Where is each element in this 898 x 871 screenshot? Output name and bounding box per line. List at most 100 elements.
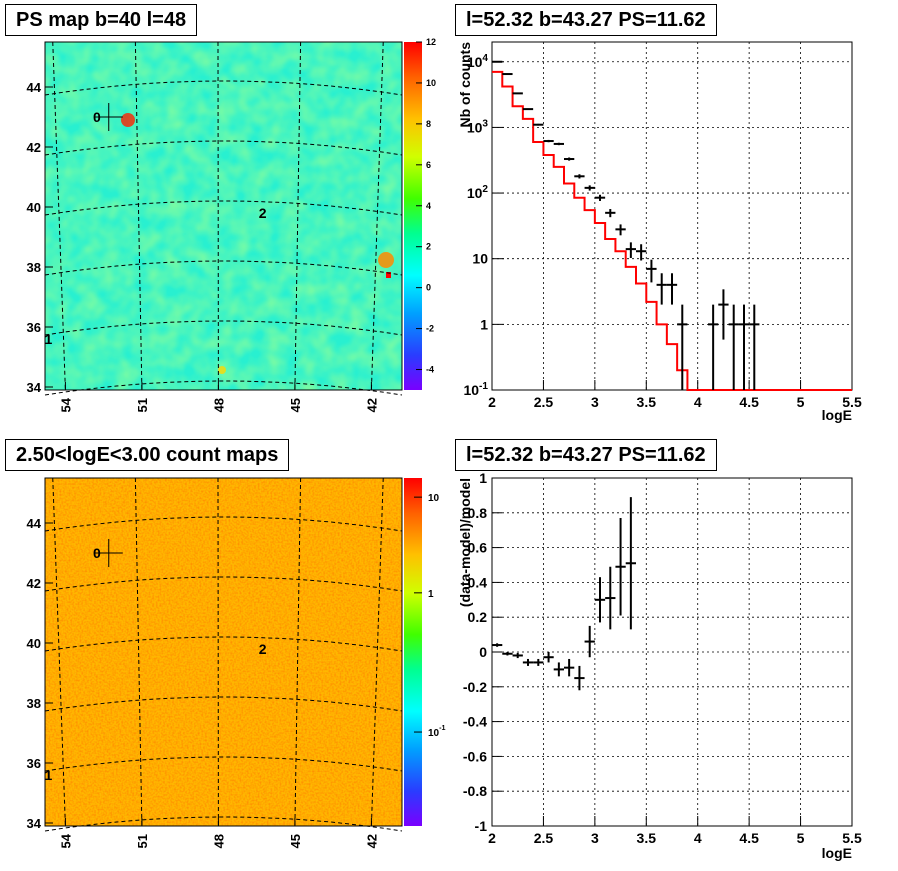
spectrum-data-point (656, 273, 667, 305)
latitude-grid-line (44, 816, 403, 832)
spectrum-plot-area (491, 41, 853, 391)
colorbar-tick-label: 6 (426, 160, 431, 170)
latitude-grid-line (44, 636, 403, 652)
count-map-colorbar-ticks: 10-1 1 10 (414, 493, 446, 739)
ps-map-sources: 0 2 1 (45, 103, 267, 347)
spectrum-data-point (543, 139, 554, 143)
spectrum-data-point (584, 185, 595, 191)
x-tick-label: 5 (797, 830, 805, 846)
y-tick-label: 1 (479, 470, 487, 486)
colorbar-tick-label: -4 (426, 365, 434, 375)
latitude-grid-line (44, 260, 403, 276)
ps-map-colorbar-ticks: -4 -2 0 2 4 6 8 10 12 (416, 37, 436, 375)
y-tick-label: 102 (467, 184, 489, 201)
colorbar-tick-label: 8 (426, 119, 431, 129)
y-tick-label: 103 (467, 118, 489, 135)
longitude-grid-line (294, 477, 302, 827)
x-tick-label: 3.5 (637, 394, 657, 410)
spectrum-axes: 2 2.5 3 3.5 4 4.5 5 5.5 10-1 1 10 102 103 104 (463, 53, 861, 410)
y-tick-label: 36 (27, 320, 41, 335)
ps-map-frame (44, 41, 403, 391)
count-map-green-texture (45, 478, 402, 826)
spectrum-xlabel: logE (822, 407, 852, 423)
latitude-grid-line (44, 80, 403, 96)
source-label: 0 (93, 545, 101, 561)
x-tick-label: 2 (488, 394, 496, 410)
x-tick-label: 5.5 (842, 394, 862, 410)
spectrum-panel: 2 2.5 3 3.5 4 4.5 5 5.5 10-1 1 10 102 103 104 logE Nb… (457, 41, 862, 423)
x-tick-label: 54 (58, 833, 73, 848)
x-tick-label: 51 (135, 398, 150, 412)
y-tick-label: 0.8 (468, 505, 488, 521)
y-tick-label: 40 (27, 200, 41, 215)
spectrum-data-point (666, 273, 678, 305)
spectrum-data-point (533, 123, 544, 126)
y-tick-label: -0.6 (463, 748, 487, 764)
x-tick-label: 51 (135, 834, 150, 848)
residual-data-point (522, 658, 534, 666)
spectrum-data-point (677, 304, 688, 390)
x-tick-label: 5.5 (842, 830, 862, 846)
ps-map-title: PS map b=40 l=48 (5, 4, 198, 36)
residual-data-point (574, 665, 585, 691)
ps-map-hotspot (121, 113, 135, 127)
y-tick-label: 0.4 (468, 574, 488, 590)
count-map-frame (44, 477, 403, 827)
x-tick-label: 2.5 (534, 394, 554, 410)
residual-data-point (564, 658, 575, 677)
spectrum-data-point (749, 304, 760, 390)
x-tick-label: 3 (591, 830, 599, 846)
latitude-grid-line (44, 140, 403, 156)
y-tick-label: -1 (475, 818, 488, 834)
count-map-axes: 54 51 48 45 42 34 36 38 40 42 44 (27, 516, 380, 848)
source-label: 1 (45, 331, 53, 347)
ps-map-colorbar (404, 42, 422, 390)
count-map-sources: 0 2 1 (45, 539, 267, 783)
spectrum-data-point (605, 209, 616, 218)
x-tick-label: 4 (694, 830, 702, 846)
residual-axes: 2 2.5 3 3.5 4 4.5 5 5.5 -1 -0.8 -0.6 -0.4 -0.2 0 0.2 0.… (463, 470, 862, 846)
longitude-grid-line (294, 41, 302, 391)
residual-title: l=52.32 b=43.27 PS=11.62 (455, 439, 717, 471)
spectrum-ylabel: Nb of counts (457, 42, 473, 128)
ps-map-fine-texture (45, 42, 402, 390)
spectrum-data-points (492, 60, 760, 390)
source-label: 0 (93, 109, 101, 125)
spectrum-data-point (522, 108, 534, 111)
longitude-grid-line (134, 477, 143, 827)
residual-data-point (584, 625, 595, 658)
x-tick-label: 48 (211, 834, 226, 848)
source-label: 2 (259, 205, 267, 221)
colorbar-tick-label: 1 (428, 589, 434, 600)
x-tick-label: 4 (694, 394, 702, 410)
spectrum-data-point (574, 174, 585, 179)
y-tick-label: 0.2 (468, 609, 488, 625)
y-tick-label: 42 (27, 576, 41, 591)
y-tick-label: -0.2 (463, 679, 487, 695)
colorbar-tick-label: 10 (426, 78, 436, 88)
spectrum-grid (491, 42, 853, 391)
x-tick-label: 48 (211, 398, 226, 412)
longitude-grid-line (52, 41, 66, 391)
x-tick-label: 2.5 (534, 830, 554, 846)
residual-ylabel: (data-model)/model (457, 478, 473, 607)
count-map-panel: 54 51 48 45 42 34 36 38 40 42 44 0 2 1 10-1 1 10 (27, 477, 446, 848)
count-map-coordinate-grid (44, 477, 403, 832)
spectrum-data-point (553, 142, 564, 146)
latitude-grid-line (44, 380, 403, 396)
residual-data-points (492, 497, 636, 691)
x-tick-label: 42 (364, 398, 379, 412)
ps-map-axes: 54 51 48 45 42 34 36 38 40 42 44 (27, 80, 380, 412)
x-tick-label: 54 (58, 397, 73, 412)
spectrum-data-point (636, 244, 647, 261)
colorbar-tick-label: 10 (428, 493, 440, 504)
residual-data-point (594, 577, 606, 623)
y-tick-label: 10-1 (463, 381, 488, 398)
x-tick-label: 45 (288, 398, 303, 412)
spectrum-data-point (512, 92, 523, 95)
y-tick-label: 44 (27, 80, 42, 95)
y-tick-label: 38 (27, 696, 41, 711)
y-tick-label: 10 (472, 251, 488, 267)
colorbar-tick-label: 10-1 (428, 723, 446, 739)
